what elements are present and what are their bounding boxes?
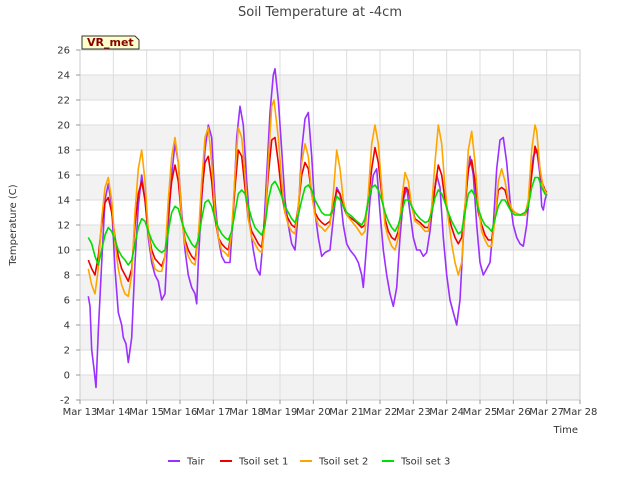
x-tick-label: Mar 23 — [396, 407, 431, 418]
y-tick-label: 4 — [64, 321, 70, 332]
plot-band — [80, 75, 580, 100]
legend-label: Tsoil set 3 — [400, 457, 450, 468]
x-tick-label: Mar 15 — [129, 407, 164, 418]
y-tick-label: 10 — [57, 246, 70, 257]
x-tick-label: Mar 26 — [496, 407, 531, 418]
x-tick-label: Mar 27 — [529, 407, 564, 418]
legend-label: Tair — [186, 457, 205, 468]
y-tick-label: 20 — [57, 121, 70, 132]
y-tick-label: 26 — [57, 46, 70, 57]
plot-band — [80, 275, 580, 300]
y-tick-label: 18 — [57, 146, 70, 157]
y-tick-label: 14 — [57, 196, 70, 207]
chart-title: Soil Temperature at -4cm — [238, 5, 402, 20]
plot-band — [80, 325, 580, 350]
plot-band — [80, 300, 580, 325]
plot-band — [80, 250, 580, 275]
x-tick-label: Mar 17 — [196, 407, 231, 418]
plot-band — [80, 50, 580, 75]
x-tick-label: Mar 18 — [229, 407, 264, 418]
x-tick-label: Mar 14 — [96, 407, 131, 418]
plot-band — [80, 125, 580, 150]
x-tick-label: Mar 25 — [463, 407, 498, 418]
plot-band — [80, 100, 580, 125]
badge-box — [81, 35, 140, 50]
y-tick-label: 16 — [57, 171, 70, 182]
badge-label: VR_met — [87, 36, 134, 49]
series-line-tsoil-set-2 — [87, 99, 548, 298]
y-tick-label: 0 — [64, 371, 70, 382]
x-tick-label: Mar 21 — [329, 407, 364, 418]
y-tick-label: 24 — [57, 71, 70, 82]
x-tick-label: Mar 28 — [563, 407, 598, 418]
series-line-tsoil-set-3 — [87, 176, 548, 266]
series-line-tair — [87, 68, 548, 389]
y-tick-label: 8 — [64, 271, 70, 282]
series-lines — [87, 68, 548, 389]
x-tick-label: Mar 22 — [363, 407, 398, 418]
x-axis-label: Time — [553, 425, 578, 436]
y-tick-label: 2 — [64, 346, 70, 357]
y-tick-label: 6 — [64, 296, 70, 307]
y-tick-label: 12 — [57, 221, 70, 232]
y-tick-label: 22 — [57, 96, 70, 107]
plot-band — [80, 375, 580, 400]
y-axis-label: Temperature (C) — [8, 184, 19, 266]
x-tick-label: Mar 13 — [63, 407, 98, 418]
legend-label: Tsoil set 2 — [318, 457, 368, 468]
plot-band — [80, 350, 580, 375]
legend-label: Tsoil set 1 — [238, 457, 288, 468]
vr-met-badge: VR_met — [81, 35, 140, 50]
x-tick-label: Mar 20 — [296, 407, 331, 418]
legend: Tair Tsoil set 1 Tsoil set 2 Tsoil set 3 — [168, 457, 450, 468]
x-tick-label: Mar 16 — [163, 407, 198, 418]
x-tick-label: Mar 24 — [429, 407, 464, 418]
y-tick-label: -2 — [60, 396, 70, 407]
x-tick-label: Mar 19 — [263, 407, 298, 418]
